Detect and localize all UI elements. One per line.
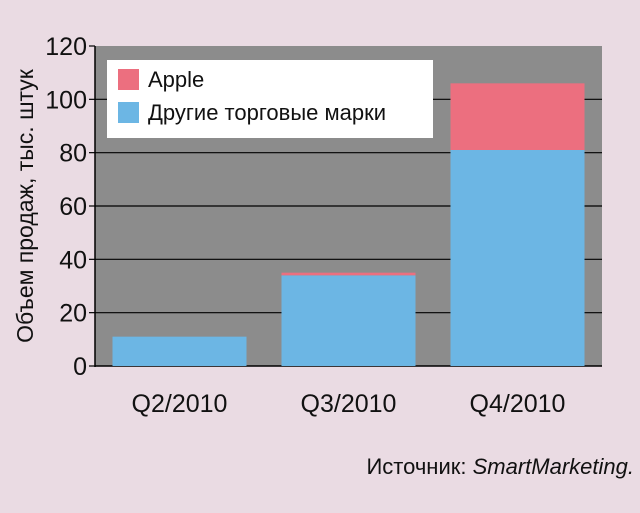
source-name: SmartMarketing. (472, 454, 634, 479)
y-tick-label: 0 (73, 353, 87, 381)
bar-segment (112, 336, 247, 366)
x-tick-label: Q2/2010 (132, 390, 228, 418)
legend-label: Apple (148, 67, 204, 92)
bar-segment (450, 150, 585, 366)
y-tick-label: 20 (59, 300, 87, 328)
y-axis-label: Объем продаж, тыс. штук (12, 68, 38, 343)
y-tick-label: 100 (45, 86, 87, 114)
bars (112, 83, 585, 366)
x-tick-label: Q4/2010 (470, 390, 566, 418)
source-note: Источник: SmartMarketing. (366, 454, 634, 480)
bar-segment (281, 275, 416, 366)
y-tick-labels: 0 20 40 60 80 100 120 (45, 33, 87, 381)
y-tick-label: 60 (59, 193, 87, 221)
legend-box (107, 60, 433, 138)
bar-segment (281, 272, 416, 276)
legend-swatch (118, 102, 139, 123)
y-tick-label: 120 (45, 33, 87, 61)
x-tick-label: Q3/2010 (301, 390, 397, 418)
y-tick-label: 40 (59, 246, 87, 274)
x-tick-labels: Q2/2010 Q3/2010 Q4/2010 (132, 390, 566, 418)
legend-label: Другие торговые марки (148, 100, 386, 125)
bar-segment (450, 83, 585, 150)
legend-swatch (118, 69, 139, 90)
legend: Apple Другие торговые марки (107, 60, 433, 138)
y-tick-label: 80 (59, 140, 87, 168)
source-prefix: Источник: (366, 454, 473, 479)
